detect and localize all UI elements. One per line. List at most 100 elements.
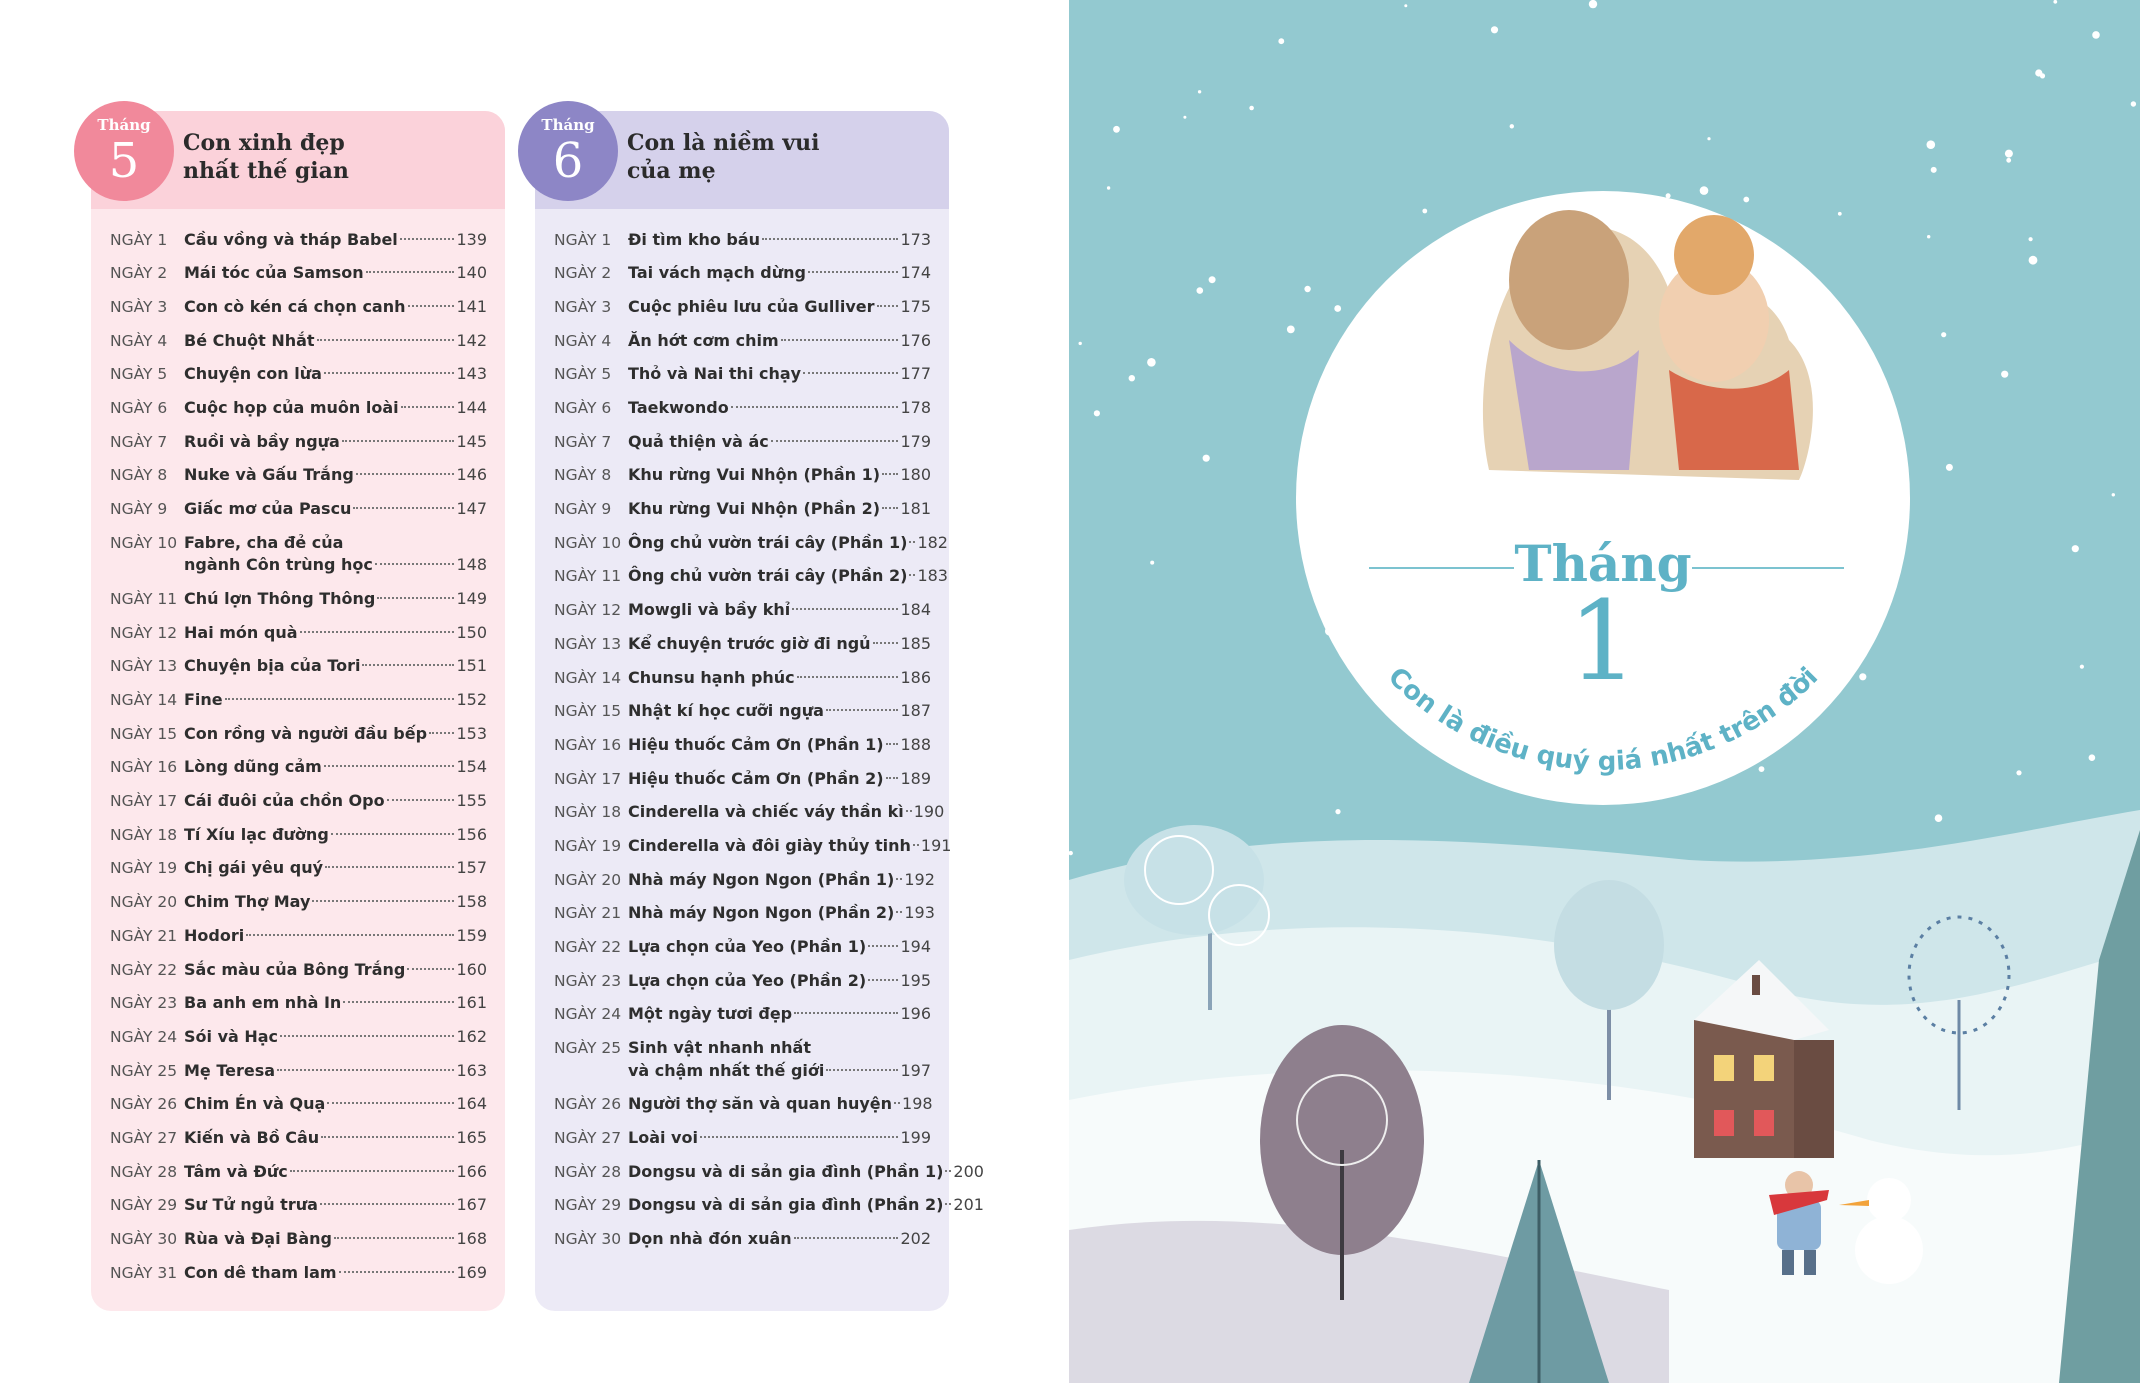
- entry-line: Khu rừng Vui Nhộn (Phần 2) 181: [628, 498, 931, 521]
- page-number: 174: [900, 263, 931, 283]
- snowflake: [1699, 186, 1709, 195]
- page-number: 143: [456, 364, 487, 384]
- page-number: 160: [456, 959, 487, 979]
- snowflake: [2001, 370, 2009, 378]
- day-label: NGÀY 9: [110, 500, 168, 519]
- day-label: NGÀY 23: [554, 971, 622, 990]
- day-label: NGÀY 12: [110, 623, 178, 642]
- house: [1694, 960, 1834, 1158]
- entry-title: Cinderella và đôi giày thủy tinh: [628, 835, 911, 855]
- snowflake: [1859, 673, 1867, 681]
- leader-dots: [807, 271, 899, 274]
- snowflake: [1147, 358, 1156, 367]
- entry-line: Nhật kí học cưỡi ngựa 187: [628, 700, 931, 723]
- entry-line: Nhà máy Ngon Ngon (Phần 1) 192: [628, 869, 935, 892]
- entry-content: Dongsu và di sản gia đình (Phần 1) 200: [628, 1161, 984, 1184]
- page-number: 159: [456, 925, 487, 945]
- pine-tree: [1469, 1160, 1609, 1383]
- leader-dots: [826, 1068, 899, 1071]
- day-label: NGÀY 20: [110, 893, 178, 912]
- toc-entry: NGÀY 29 Sư Tử ngủ trưa 167: [110, 1189, 487, 1223]
- toc-entry: NGÀY 3 Cuộc phiêu lưu của Gulliver 175: [554, 290, 931, 324]
- entry-title: Ruồi và bầy ngựa: [184, 431, 340, 451]
- page-number: 154: [456, 757, 487, 777]
- toc-entry: NGÀY 28 Dongsu và di sản gia đình (Phần 1…: [554, 1155, 984, 1189]
- day-label: NGÀY 10: [110, 533, 178, 552]
- entry-title: ngành Côn trùng học: [184, 555, 373, 575]
- leader-dots: [321, 1135, 455, 1138]
- entry-title: Sư Tử ngủ trưa: [184, 1195, 318, 1215]
- snowflake: [2016, 770, 2022, 776]
- entry-line: Kể chuyện trước giờ đi ngủ 185: [628, 633, 931, 656]
- entry-title: Cinderella và chiếc váy thần kì: [628, 802, 904, 822]
- page-number: 202: [900, 1229, 931, 1249]
- entry-content: Dọn nhà đón xuân 202: [628, 1228, 931, 1251]
- snowflake: [1093, 410, 1100, 417]
- day-label: NGÀY 1: [110, 230, 168, 249]
- entry-title: Rùa và Đại Bàng: [184, 1229, 332, 1249]
- entry-title: Thỏ và Nai thi chạy: [628, 364, 802, 384]
- illustration: [1482, 210, 1813, 480]
- entry-title: Mẹ Teresa: [184, 1060, 276, 1080]
- entry-title: Taekwondo: [628, 398, 729, 418]
- day-label: NGÀY 26: [554, 1095, 622, 1114]
- entry-content: Dongsu và di sản gia đình (Phần 2) 201: [628, 1194, 984, 1217]
- snowflake: [1078, 341, 1082, 346]
- day-label: NGÀY 21: [110, 926, 178, 945]
- leader-dots: [280, 1034, 455, 1037]
- entry-title: Lựa chọn của Yeo (Phần 2): [628, 970, 867, 990]
- month-title-line: nhất thế gian: [183, 158, 349, 184]
- snowflake: [1422, 208, 1428, 214]
- entry-line: Tai vách mạch dừng 174: [628, 262, 931, 285]
- snowflake: [2088, 754, 2096, 761]
- page-number: 176: [900, 330, 931, 350]
- entry-content: Bé Chuột Nhắt 142: [184, 330, 487, 353]
- snowflake: [1404, 4, 1408, 8]
- entry-line: Chunsu hạnh phúc 186: [628, 667, 931, 690]
- day-label: NGÀY 18: [110, 825, 178, 844]
- page-number: 165: [456, 1127, 487, 1147]
- entry-list: NGÀY 1 Đi tìm kho báu 173 NGÀY 2 Tai vách mạ…: [535, 209, 984, 1256]
- toc-entry: NGÀY 20 Chim Thợ May 158: [110, 886, 487, 920]
- day-label: NGÀY 17: [554, 769, 622, 788]
- day-label: NGÀY 2: [110, 264, 168, 283]
- leader-dots: [803, 372, 899, 375]
- entry-line: Cuộc phiêu lưu của Gulliver 175: [628, 296, 931, 319]
- snowflake: [1113, 125, 1120, 133]
- day-label: NGÀY 11: [554, 567, 622, 586]
- leader-dots: [343, 1001, 455, 1004]
- day-label: NGÀY 4: [110, 331, 168, 350]
- entry-title: Quả thiện và ác: [628, 431, 769, 451]
- leader-dots: [896, 877, 903, 880]
- leader-dots: [323, 765, 455, 768]
- entry-content: Con rồng và người đầu bếp 153: [184, 723, 487, 746]
- day-label: NGÀY 21: [554, 904, 622, 923]
- entry-line: Hodori 159: [184, 925, 487, 948]
- entry-title: Mái tóc của Samson: [184, 263, 364, 283]
- leader-dots: [333, 1237, 455, 1240]
- snowflake: [2028, 255, 2038, 265]
- leader-dots: [792, 608, 899, 611]
- toc-entry: NGÀY 13 Chuyện bịa của Tori 151: [110, 650, 487, 684]
- tree: [1554, 880, 1664, 1100]
- entry-title: Nuke và Gấu Trắng: [184, 465, 354, 485]
- entry-title: Sinh vật nhanh nhất: [628, 1038, 811, 1058]
- leader-dots: [407, 967, 455, 970]
- snowflake: [1278, 38, 1285, 45]
- page-number: 162: [456, 1026, 487, 1046]
- entry-line: Lựa chọn của Yeo (Phần 2) 195: [628, 970, 931, 993]
- entry-title: Chuyện bịa của Tori: [184, 656, 361, 676]
- entry-content: Fine 152: [184, 689, 487, 712]
- day-label: NGÀY 26: [110, 1095, 178, 1114]
- snowflake: [1334, 305, 1342, 312]
- entry-title: Khu rừng Vui Nhộn (Phần 2): [628, 499, 881, 519]
- entry-title: Lựa chọn của Yeo (Phần 1): [628, 937, 867, 957]
- leader-dots: [365, 271, 455, 274]
- page-number: 187: [900, 701, 931, 721]
- day-label: NGÀY 8: [110, 466, 168, 485]
- entry-title: Nhật kí học cưỡi ngựa: [628, 701, 824, 721]
- badge-label: Tháng: [97, 116, 151, 134]
- snowflake: [1249, 105, 1254, 111]
- tree: [1124, 825, 1270, 1010]
- toc-entry: NGÀY 15 Con rồng và người đầu bếp 153: [110, 717, 487, 751]
